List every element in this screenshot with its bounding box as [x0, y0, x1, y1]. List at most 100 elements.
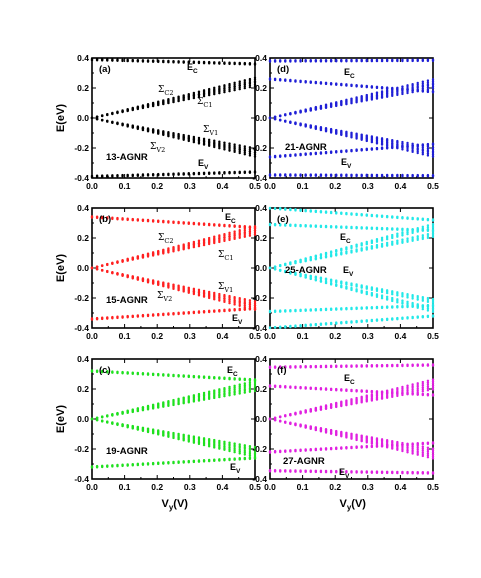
data-point [411, 293, 414, 297]
data-point [126, 425, 129, 428]
data-point [228, 82, 231, 86]
data-point [207, 293, 211, 297]
data-point [416, 363, 419, 366]
data-point [380, 390, 384, 394]
data-point [121, 315, 124, 318]
data-point [411, 470, 414, 474]
chart-panel-3: 0.0 0.1 0.2 0.3 0.4 0.5-0.4-0.20.00.20.4(b)15… [55, 203, 261, 341]
data-point [233, 391, 236, 394]
data-point [151, 313, 155, 316]
x-tick-label: 0.4 [216, 181, 228, 191]
y-tick-label: -0.4 [252, 474, 267, 484]
data-point [238, 80, 241, 83]
data-point [243, 86, 247, 90]
data-point [294, 111, 297, 114]
data-point [360, 136, 363, 139]
y-tick-label: 0.2 [255, 384, 267, 394]
data-point [411, 89, 414, 92]
data-point [167, 312, 170, 315]
data-point [268, 59, 272, 62]
data-point [370, 436, 374, 439]
data-point [365, 213, 368, 216]
data-point [121, 123, 124, 126]
data-point [248, 85, 252, 89]
data-point [360, 389, 363, 392]
band-annotation-subscript: C2 [164, 89, 173, 97]
data-point [141, 426, 145, 429]
data-point [421, 173, 425, 177]
series-7 [268, 303, 435, 314]
series-1 [268, 206, 435, 222]
data-point [172, 134, 175, 137]
data-point [273, 268, 277, 271]
data-point [238, 457, 241, 460]
data-point [426, 152, 430, 155]
data-point [411, 147, 414, 150]
data-point [278, 365, 282, 368]
data-point [253, 83, 257, 86]
series-3 [268, 222, 435, 270]
data-point [182, 285, 185, 288]
data-point [233, 234, 236, 237]
data-point [380, 90, 384, 93]
data-point [391, 138, 394, 142]
data-point [426, 381, 430, 384]
data-point [248, 152, 252, 155]
data-point [340, 149, 343, 153]
data-point [411, 384, 414, 388]
data-point [335, 128, 338, 132]
data-point [309, 80, 312, 83]
data-point [248, 452, 252, 456]
data-point [426, 387, 430, 390]
data-point [335, 283, 338, 286]
data-point [162, 401, 165, 404]
data-point [233, 295, 236, 299]
data-point [426, 450, 430, 453]
data-point [396, 305, 399, 308]
data-point [131, 173, 134, 176]
data-point [202, 309, 206, 313]
data-point [416, 88, 419, 91]
data-point [380, 214, 384, 217]
data-point [319, 104, 323, 108]
data-point [431, 455, 435, 458]
data-point [426, 392, 430, 396]
data-point [162, 248, 165, 251]
data-point [406, 447, 409, 451]
data-point [100, 118, 104, 122]
data-point [350, 320, 353, 323]
data-point [167, 402, 170, 406]
data-point [90, 369, 94, 372]
data-point [299, 469, 302, 472]
data-point [416, 298, 419, 301]
series-6 [90, 170, 257, 179]
data-point [345, 58, 348, 62]
data-point [416, 235, 419, 238]
data-point [416, 89, 419, 93]
data-point [187, 398, 190, 402]
data-point [299, 258, 302, 261]
data-point [238, 170, 241, 174]
data-point [187, 244, 190, 248]
data-point [329, 127, 333, 131]
x-tick-label: 0.5 [427, 482, 439, 492]
data-point [385, 138, 389, 141]
data-point [218, 140, 221, 143]
data-point [319, 151, 323, 154]
x-axis-label: Vy(V) [340, 498, 367, 512]
band-annotation-subscript: C [231, 218, 236, 225]
data-point [121, 463, 124, 466]
data-point [151, 59, 155, 62]
data-point [228, 446, 231, 449]
band-annotation: EC [344, 373, 355, 386]
data-point [324, 210, 328, 213]
data-point [238, 224, 241, 228]
series-7 [268, 142, 435, 159]
data-point [299, 323, 302, 327]
band-annotation: EV [198, 158, 209, 171]
data-point [192, 60, 196, 63]
data-point [294, 223, 297, 227]
x-tick-label: 0.2 [151, 181, 163, 191]
data-point [289, 207, 292, 211]
data-point [309, 224, 312, 227]
